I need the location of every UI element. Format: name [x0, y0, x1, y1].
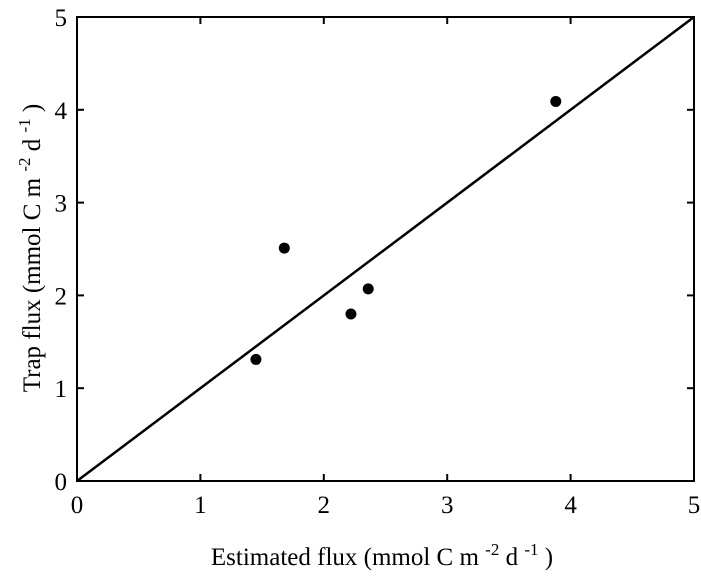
- x-axis-label-mid: d: [506, 544, 519, 571]
- data-point: [250, 353, 262, 365]
- x-axis-label-main: Estimated flux (mmol C m: [211, 544, 480, 571]
- data-point: [345, 308, 357, 320]
- y-tick-label: 3: [55, 191, 68, 218]
- x-axis-label-exp1: -2: [485, 540, 499, 559]
- x-axis-label-exp2: -1: [524, 540, 538, 559]
- x-tick-label: 3: [441, 492, 454, 519]
- x-axis-label: Estimated flux (mmol C m -2 d -1 ): [211, 534, 553, 571]
- y-axis-label-main: Trap flux (mmol C m: [19, 177, 46, 392]
- y-axis-label-end: ): [19, 104, 46, 112]
- x-tick-label: 1: [194, 492, 207, 519]
- y-axis-label: Trap flux (mmol C m -2 d -1 ): [9, 104, 46, 393]
- plot-area: 0 1 2 3 4 5 0 1 2 3 4 5: [55, 5, 701, 519]
- y-tick-label: 4: [55, 98, 68, 125]
- y-axis-label-exp1: -2: [15, 157, 34, 171]
- y-tick-label: 5: [55, 5, 68, 32]
- data-point: [278, 242, 290, 254]
- data-point: [362, 283, 374, 295]
- x-tick-label: 4: [564, 492, 577, 519]
- plot-frame: [76, 16, 695, 482]
- y-tick-label: 2: [55, 283, 68, 310]
- y-tick-label: 0: [55, 469, 68, 496]
- y-axis-label-mid: d: [19, 138, 46, 151]
- x-axis-label-end: ): [545, 544, 553, 571]
- y-tick-label: 1: [55, 376, 68, 403]
- x-tick-label: 5: [688, 492, 701, 519]
- reference-line: [76, 16, 695, 482]
- x-tick-label: 2: [318, 492, 331, 519]
- data-point: [550, 95, 562, 107]
- y-axis-label-exp2: -1: [15, 118, 34, 132]
- x-tick-label: 0: [71, 492, 84, 519]
